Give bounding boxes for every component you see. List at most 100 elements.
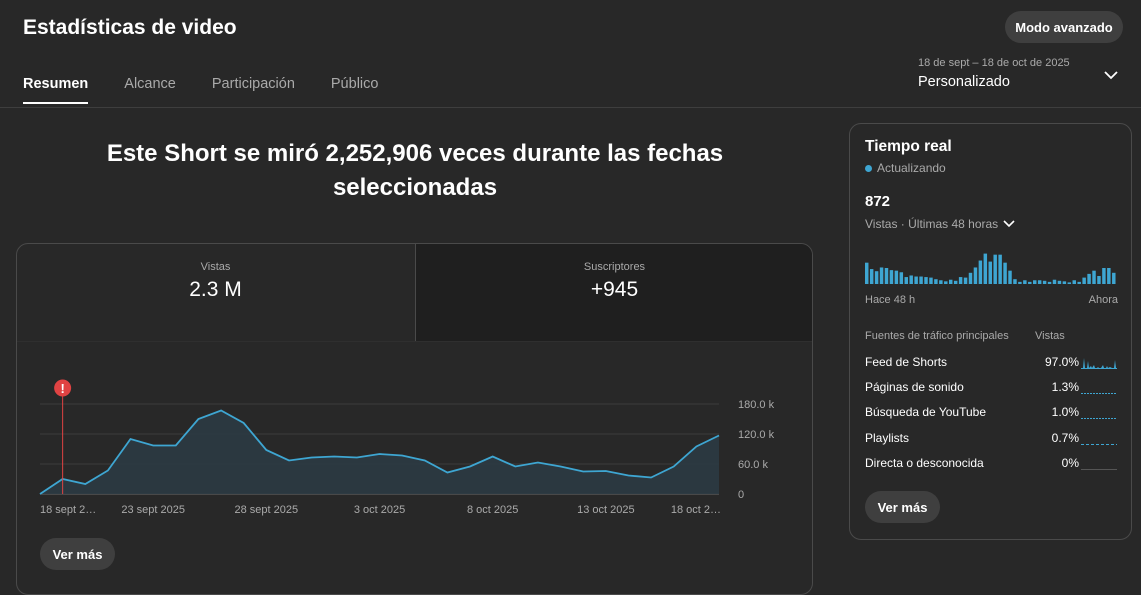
date-range-label[interactable]: 18 de sept – 18 de oct de 2025: [918, 57, 1070, 69]
x-tick-label: 18 sept 2…: [40, 504, 96, 516]
views-data-point[interactable]: [351, 452, 363, 464]
views-data-point[interactable]: [306, 452, 318, 464]
views-data-point[interactable]: [238, 417, 250, 429]
overview-card: Vistas 2.3 M Suscriptores +945 180.0 k 12…: [16, 243, 813, 595]
metric-subscribers-tab[interactable]: Suscriptores +945: [415, 244, 812, 341]
advanced-mode-button[interactable]: Modo avanzado: [1005, 11, 1123, 43]
views-data-point[interactable]: [328, 451, 340, 463]
realtime-bar: [929, 277, 933, 284]
realtime-bar: [1067, 282, 1072, 284]
y-tick-label: 180.0 k: [738, 399, 775, 411]
realtime-bar: [1082, 277, 1086, 284]
views-data-point[interactable]: [532, 457, 544, 469]
traffic-source-name: Feed de Shorts: [865, 355, 948, 369]
views-data-point[interactable]: [600, 465, 612, 477]
realtime-bar: [1023, 280, 1027, 284]
views-data-point[interactable]: [396, 450, 408, 462]
traffic-source-name: Páginas de sonido: [865, 380, 964, 394]
views-data-point[interactable]: [645, 472, 657, 484]
tab-alcance[interactable]: Alcance: [124, 76, 176, 92]
realtime-count: 872: [865, 193, 891, 210]
views-data-point[interactable]: [283, 455, 295, 467]
realtime-bar: [1037, 280, 1042, 284]
chevron-down-icon: [1003, 220, 1015, 228]
realtime-bar: [924, 277, 928, 284]
views-chart[interactable]: 180.0 k 120.0 k 60.0 k 0 18 sept 2… 23 sept 2…: [17, 368, 812, 538]
views-data-point[interactable]: [713, 430, 725, 442]
views-data-point[interactable]: [34, 488, 46, 500]
headline-line-1: Este Short se miró 2,252,906 veces duran…: [106, 140, 724, 167]
exclamation-icon[interactable]: [54, 379, 72, 397]
realtime-status: Actualizando: [865, 161, 946, 175]
y-tick-label: 120.0 k: [738, 429, 775, 441]
traffic-source-row: Playlists 0.7%: [865, 429, 1117, 449]
traffic-sparkline: [1081, 393, 1117, 394]
chevron-down-icon[interactable]: [1102, 66, 1120, 84]
traffic-source-row: Feed de Shorts 97.0%: [865, 353, 1117, 373]
realtime-bar: [944, 281, 948, 284]
traffic-source-pct: 1.0%: [1051, 405, 1079, 419]
realtime-bar: [973, 267, 978, 284]
realtime-bar: [1092, 270, 1096, 284]
traffic-source-pct: 0%: [1061, 456, 1079, 470]
views-data-point[interactable]: [147, 440, 159, 452]
views-series-line: [39, 409, 720, 495]
realtime-card: Tiempo real Actualizando 872 Vistas · Úl…: [849, 123, 1132, 540]
views-data-point[interactable]: [79, 478, 91, 490]
date-period-selector[interactable]: Personalizado: [918, 74, 1010, 90]
metric-views-value: 2.3 M: [189, 278, 242, 301]
views-data-point[interactable]: [577, 466, 589, 478]
realtime-bar-chart[interactable]: [865, 252, 1117, 284]
views-data-point[interactable]: [441, 467, 453, 479]
tab-participacion[interactable]: Participación: [211, 76, 295, 92]
realtime-bar: [1107, 268, 1111, 284]
views-data-point[interactable]: [690, 441, 702, 453]
views-data-point[interactable]: [192, 413, 204, 425]
views-data-point[interactable]: [125, 433, 137, 445]
traffic-source-pct: 97.0%: [1044, 355, 1079, 369]
exclamation-glyph: !: [60, 381, 64, 396]
traffic-source-row: Páginas de sonido 1.3%: [865, 378, 1117, 398]
realtime-bar: [914, 276, 918, 284]
traffic-source-name: Búsqueda de YouTube: [865, 405, 987, 419]
realtime-bar: [1042, 280, 1047, 284]
realtime-bar: [1097, 276, 1101, 284]
views-data-point[interactable]: [374, 448, 386, 460]
realtime-title: Tiempo real: [865, 138, 952, 155]
realtime-bar: [1003, 262, 1007, 284]
views-data-point[interactable]: [555, 461, 567, 473]
traffic-sparkline: [1081, 358, 1117, 369]
see-more-button[interactable]: Ver más: [40, 538, 115, 570]
metric-views-tab[interactable]: Vistas 2.3 M: [17, 244, 414, 341]
views-data-point[interactable]: [419, 455, 431, 467]
summary-headline: Este Short se miró 2,252,906 veces duran…: [60, 137, 770, 205]
traffic-sparkline: [1081, 469, 1117, 470]
realtime-bar: [1057, 280, 1062, 284]
traffic-source-name: Directa o desconocida: [865, 456, 984, 470]
realtime-bar: [1033, 280, 1037, 284]
views-data-point[interactable]: [668, 461, 680, 473]
views-data-point[interactable]: [170, 440, 182, 452]
realtime-bar: [934, 279, 938, 284]
realtime-see-more-button[interactable]: Ver más: [865, 491, 940, 523]
y-tick-label: 0: [738, 489, 744, 501]
views-data-point[interactable]: [102, 465, 114, 477]
views-data-point[interactable]: [623, 470, 635, 482]
views-data-point[interactable]: [487, 451, 499, 463]
realtime-bar: [899, 272, 904, 284]
x-tick-label: 28 sept 2025: [235, 504, 299, 516]
views-data-point[interactable]: [464, 461, 476, 473]
views-data-point[interactable]: [509, 461, 521, 473]
tab-resumen[interactable]: Resumen: [23, 76, 89, 104]
views-area-fill: [40, 410, 719, 494]
realtime-window-selector[interactable]: Vistas · Últimas 48 horas: [865, 217, 1016, 231]
tab-publico[interactable]: Público: [330, 76, 379, 92]
realtime-bar: [988, 261, 992, 284]
views-data-point[interactable]: [215, 405, 227, 417]
realtime-bar: [889, 270, 894, 284]
realtime-bar: [1013, 279, 1017, 284]
views-data-point[interactable]: [260, 444, 272, 456]
realtime-bar: [1077, 281, 1081, 284]
realtime-bar: [874, 271, 879, 284]
realtime-bar: [1018, 281, 1022, 284]
